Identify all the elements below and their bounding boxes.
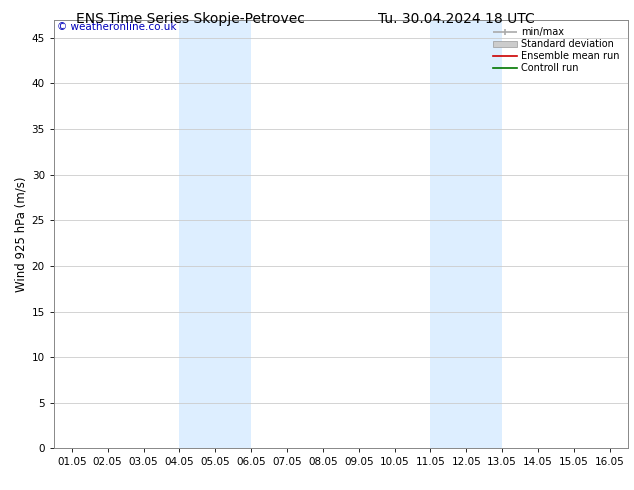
Text: ENS Time Series Skopje-Petrovec: ENS Time Series Skopje-Petrovec [75, 12, 305, 26]
Legend: min/max, Standard deviation, Ensemble mean run, Controll run: min/max, Standard deviation, Ensemble me… [490, 24, 623, 76]
Text: Tu. 30.04.2024 18 UTC: Tu. 30.04.2024 18 UTC [378, 12, 535, 26]
Text: © weatheronline.co.uk: © weatheronline.co.uk [57, 22, 176, 32]
Bar [179, 20, 251, 448]
Bar [430, 20, 502, 448]
Y-axis label: Wind 925 hPa (m/s): Wind 925 hPa (m/s) [15, 176, 27, 292]
